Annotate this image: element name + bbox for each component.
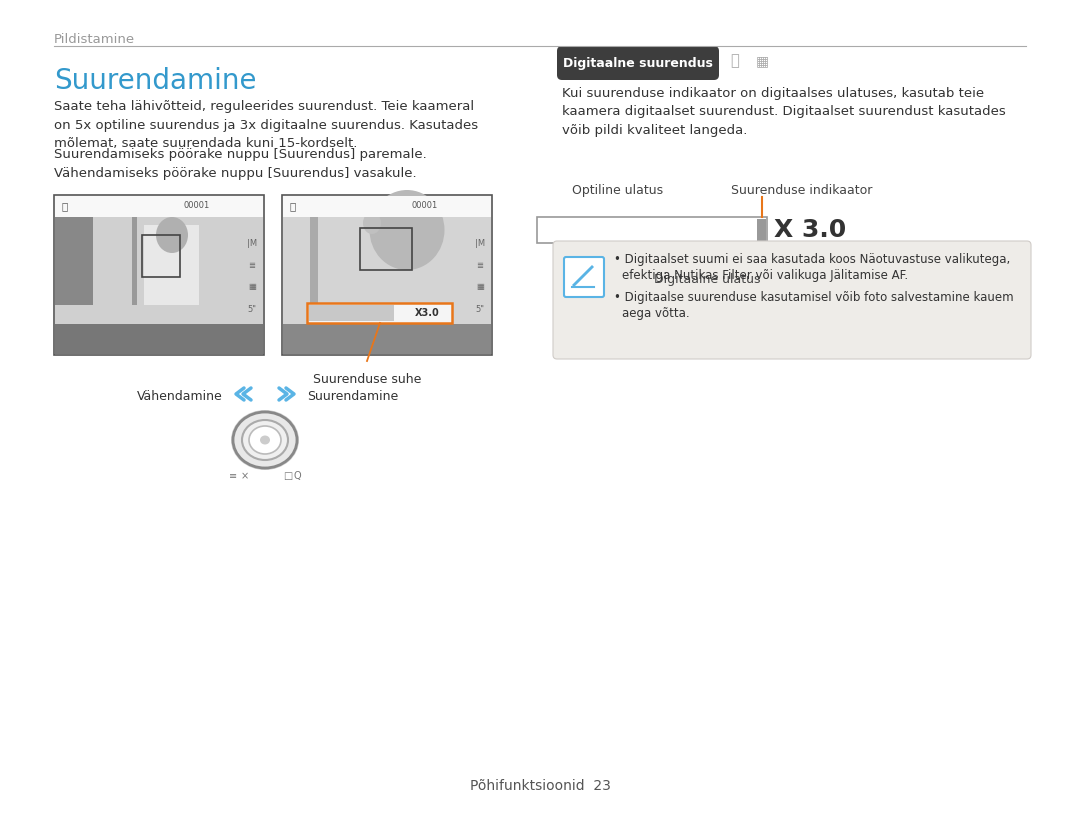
Text: Digitaalne suurendus: Digitaalne suurendus (563, 56, 713, 69)
Text: 📷: 📷 (730, 54, 739, 68)
Text: ▦: ▦ (756, 54, 769, 68)
Ellipse shape (260, 435, 270, 444)
Text: ×: × (241, 471, 249, 481)
Text: ≡: ≡ (229, 471, 238, 481)
Text: Vähendamine: Vähendamine (137, 390, 222, 403)
Bar (309, 305, 394, 321)
Text: Digitaalne ulatus: Digitaalne ulatus (653, 273, 760, 286)
Text: • Digitaalset suumi ei saa kasutada koos Näotuvastuse valikutega,: • Digitaalset suumi ei saa kasutada koos… (615, 253, 1010, 266)
Bar (141, 235, 180, 277)
Text: |M: |M (475, 239, 485, 248)
Bar (310, 197, 318, 310)
Text: ≣: ≣ (476, 261, 484, 270)
Ellipse shape (242, 420, 288, 460)
Text: Suurenduse indikaator: Suurenduse indikaator (731, 184, 873, 197)
Text: ▦: ▦ (248, 283, 256, 292)
Bar (54, 195, 264, 355)
Ellipse shape (249, 426, 281, 454)
Text: Suurendamiseks pöörake nuppu [Suurendus] paremale.
Vähendamiseks pöörake nuppu [: Suurendamiseks pöörake nuppu [Suurendus]… (54, 148, 427, 179)
Text: X 3.0: X 3.0 (774, 218, 847, 242)
Text: |M: |M (247, 239, 257, 248)
Bar (283, 196, 491, 324)
Text: ⓸: ⓸ (62, 201, 68, 211)
Bar (283, 196, 491, 217)
Text: aega võtta.: aega võtta. (622, 307, 690, 320)
Bar (55, 324, 264, 354)
Ellipse shape (231, 410, 299, 470)
FancyBboxPatch shape (553, 241, 1031, 359)
Text: □: □ (283, 471, 293, 481)
Text: Q: Q (293, 471, 300, 481)
FancyBboxPatch shape (557, 46, 719, 80)
Text: • Digitaalse suurenduse kasutamisel võib foto salvestamine kauem: • Digitaalse suurenduse kasutamisel võib… (615, 291, 1014, 304)
Bar (652, 249, 762, 267)
Ellipse shape (369, 190, 445, 270)
Text: Suurenduse suhe: Suurenduse suhe (313, 373, 421, 386)
FancyBboxPatch shape (564, 257, 604, 297)
Text: 00001: 00001 (184, 201, 211, 210)
Text: 5": 5" (247, 305, 257, 314)
Bar (360, 228, 411, 270)
Bar (757, 219, 766, 241)
Text: Suurendamine: Suurendamine (54, 67, 257, 95)
Text: Kui suurenduse indikaator on digitaalses ulatuses, kasutab teie
kaamera digitaal: Kui suurenduse indikaator on digitaalses… (562, 87, 1005, 137)
Bar (55, 196, 93, 305)
Bar (537, 217, 767, 243)
Text: efektiga Nutikas Filter või valikuga Jälitamise AF.: efektiga Nutikas Filter või valikuga Jäl… (622, 269, 908, 282)
Text: Optiline ulatus: Optiline ulatus (572, 184, 663, 197)
Text: X3.0: X3.0 (415, 308, 440, 318)
Text: Pildistamine: Pildistamine (54, 33, 135, 46)
Bar (282, 195, 492, 355)
Bar (55, 196, 264, 217)
Text: Põhifunktsioonid  23: Põhifunktsioonid 23 (470, 779, 610, 793)
Bar (132, 215, 137, 305)
Text: Saate teha lähivõtteid, reguleerides suurendust. Teie kaameral
on 5x optiline su: Saate teha lähivõtteid, reguleerides suu… (54, 100, 478, 150)
Ellipse shape (233, 412, 297, 468)
Text: ⓸: ⓸ (291, 201, 296, 211)
Ellipse shape (363, 212, 381, 234)
Bar (307, 303, 453, 323)
Bar (283, 324, 491, 354)
Text: ▦: ▦ (476, 283, 484, 292)
Bar (537, 217, 650, 229)
Ellipse shape (156, 217, 188, 253)
Text: ≣: ≣ (248, 261, 256, 270)
Text: 5": 5" (475, 305, 485, 314)
Text: Suurendamine: Suurendamine (307, 390, 399, 403)
Bar (55, 196, 264, 324)
Text: 00001: 00001 (411, 201, 438, 210)
Bar (144, 225, 199, 305)
